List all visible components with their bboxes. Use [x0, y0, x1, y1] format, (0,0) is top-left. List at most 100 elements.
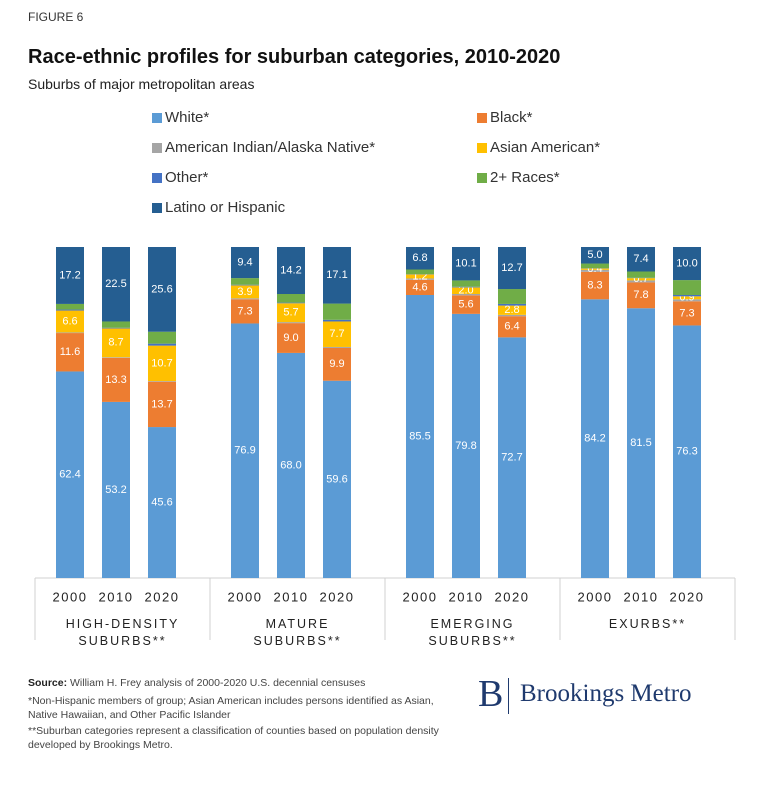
- bar-segment: [581, 299, 609, 578]
- data-label: 9.9: [329, 358, 344, 370]
- data-label: 76.3: [676, 446, 697, 458]
- bar-segment: [277, 322, 305, 324]
- data-label: 76.9: [234, 445, 255, 457]
- bar-segment: [498, 314, 526, 317]
- bar-segment: [406, 278, 434, 280]
- legend-swatch: [477, 173, 487, 183]
- legend-label: Black*: [490, 109, 533, 126]
- bar-segment: [102, 401, 130, 578]
- logo-mark: B: [478, 673, 504, 715]
- bar-segment: [673, 325, 701, 578]
- bar-segment: [581, 268, 609, 270]
- bar-segment: [498, 316, 526, 338]
- data-label: 2.8: [504, 304, 519, 316]
- legend-label: White*: [165, 109, 209, 126]
- bar-segment: [148, 381, 176, 382]
- x-tick-label: 2000: [403, 589, 438, 604]
- bar-segment: [673, 296, 701, 300]
- bar-segment: [323, 346, 351, 348]
- x-tick-label: 2010: [624, 589, 659, 604]
- bar-segment: [406, 294, 434, 578]
- legend-label: 2+ Races*: [490, 169, 560, 186]
- bar-segment: [56, 371, 84, 578]
- bar-segment: [406, 247, 434, 270]
- data-label: 4.6: [412, 281, 427, 293]
- bar-segment: [231, 285, 259, 299]
- legend-label: American Indian/Alaska Native*: [165, 139, 375, 156]
- bar-segment: [581, 269, 609, 272]
- bar-segment: [323, 380, 351, 578]
- legend-swatch: [152, 113, 162, 123]
- note: *Non-Hispanic members of group; Asian Am…: [28, 695, 434, 721]
- bar-segment: [406, 274, 434, 279]
- legend-swatch: [477, 143, 487, 153]
- bar-segment: [323, 319, 351, 322]
- x-tick-label: 2000: [578, 589, 613, 604]
- chart-title: Race-ethnic profiles for suburban catego…: [28, 46, 561, 68]
- bar-segment: [231, 299, 259, 324]
- bar-segment: [102, 327, 130, 329]
- chart-subtitle: Suburbs of major metropolitan areas: [28, 76, 255, 92]
- bar-segment: [277, 323, 305, 353]
- source: Source: William H. Frey analysis of 2000…: [28, 676, 448, 690]
- bar-segment: [581, 271, 609, 300]
- x-tick-label: 2010: [99, 589, 134, 604]
- data-label: 25.6: [151, 283, 172, 295]
- data-label: 12.7: [501, 262, 522, 274]
- bar-segment: [627, 280, 655, 283]
- bar-segment: [406, 279, 434, 295]
- data-label: 7.7: [329, 328, 344, 340]
- bar-segment: [56, 247, 84, 304]
- bar-segment: [102, 357, 130, 402]
- data-label: 11.6: [60, 346, 81, 358]
- x-tick-label: 2000: [53, 589, 88, 604]
- x-tick-label: 2000: [228, 589, 263, 604]
- data-label: 2.0: [458, 285, 473, 297]
- group-label: EXURBS**: [608, 617, 687, 631]
- bar-segment: [148, 343, 176, 346]
- data-label: 5.6: [458, 299, 473, 311]
- group-label: MATURE SUBURBS**: [253, 617, 342, 648]
- x-tick-label: 2010: [274, 589, 309, 604]
- bar-segment: [231, 284, 259, 286]
- legend-swatch: [152, 203, 162, 213]
- bar-segment: [231, 278, 259, 285]
- bar-segment: [231, 323, 259, 578]
- data-label: 3.9: [237, 286, 252, 298]
- legend-swatch: [152, 143, 162, 153]
- figure-label: FIGURE 6: [28, 10, 84, 24]
- data-label: 10.7: [151, 357, 172, 369]
- x-tick-label: 2020: [495, 589, 530, 604]
- bar-segment: [102, 357, 130, 358]
- bar-segment: [148, 247, 176, 332]
- x-tick-label: 2010: [449, 589, 484, 604]
- legend-swatch: [477, 113, 487, 123]
- bar-segment: [277, 303, 305, 323]
- bar-segment: [498, 337, 526, 578]
- bar-segment: [627, 271, 655, 278]
- bar-segment: [56, 303, 84, 310]
- data-label: 10.0: [676, 257, 697, 269]
- data-label: 7.3: [237, 305, 252, 317]
- data-label: 17.1: [326, 269, 347, 281]
- bar-segment: [627, 247, 655, 272]
- bar-segment: [148, 331, 176, 344]
- group-label: HIGH-DENSITY SUBURBS**: [65, 617, 180, 648]
- note: **Suburban categories represent a classi…: [28, 725, 439, 751]
- bar-segment: [673, 280, 701, 295]
- legend-swatch: [152, 173, 162, 183]
- bar-segment: [102, 321, 130, 328]
- bar-segment: [627, 308, 655, 578]
- bar-segment: [231, 247, 259, 279]
- bar-segment: [56, 332, 84, 334]
- data-label: 68.0: [280, 459, 301, 471]
- x-tick-label: 2020: [320, 589, 355, 604]
- data-label: 72.7: [501, 452, 522, 464]
- bar-segment: [323, 303, 351, 320]
- data-label: 9.0: [283, 332, 298, 344]
- bar-segment: [673, 294, 701, 297]
- legend-label: Other*: [165, 169, 209, 186]
- source-text: William H. Frey analysis of 2000-2020 U.…: [70, 677, 366, 689]
- data-label: 5.7: [283, 307, 298, 319]
